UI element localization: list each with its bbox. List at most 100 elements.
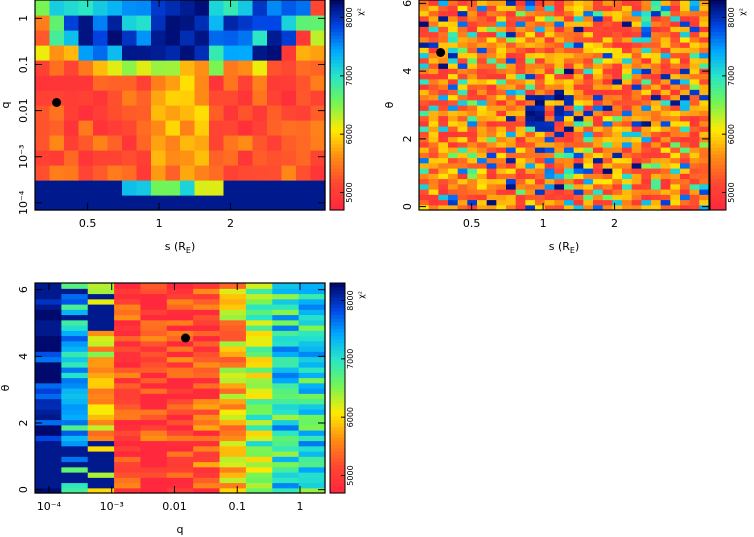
heatmap-cell [114, 435, 142, 442]
heatmap-cell [486, 105, 497, 111]
heatmap-cell [87, 482, 115, 489]
colorbar-swatch [710, 164, 726, 169]
heatmap-cell [457, 110, 468, 117]
heatmap-cell [680, 26, 691, 33]
heatmap-cell [428, 126, 439, 132]
heatmap-cell [583, 78, 594, 85]
heatmap-cell [496, 105, 507, 111]
heatmap-cell [272, 440, 300, 447]
heatmap-cell [680, 110, 691, 117]
heatmap-cell [554, 152, 565, 159]
heatmap-cell [515, 94, 526, 101]
heatmap-cell [641, 78, 652, 85]
heatmap-cell [272, 419, 300, 426]
colorbar-swatch [330, 402, 345, 407]
heatmap-cell [612, 0, 623, 6]
heatmap-cell [477, 204, 488, 211]
heatmap-cell [219, 372, 247, 379]
heatmap-cell [245, 319, 273, 326]
heatmap-cell [457, 15, 468, 22]
heatmap-cell [428, 94, 439, 101]
heatmap-cell [136, 120, 152, 136]
heatmap-cell [602, 189, 613, 195]
heatmap-cell [298, 414, 326, 421]
heatmap-cell [689, 36, 700, 43]
heatmap-cell [564, 204, 575, 211]
heatmap-cell [64, 90, 80, 106]
colorbar-swatch [330, 17, 344, 22]
heatmap-cell [660, 36, 671, 43]
heatmap-cell [506, 42, 517, 48]
heatmap-cell [238, 15, 254, 31]
heatmap-cell [166, 309, 194, 316]
heatmap-cell [544, 73, 555, 80]
heatmap-cell [602, 52, 613, 59]
heatmap-cell [419, 157, 430, 164]
heatmap-cell [298, 314, 326, 321]
heatmap-cell [252, 195, 268, 211]
heatmap-cell [428, 10, 439, 17]
heatmap-cell [245, 393, 273, 400]
heatmap-cell [428, 110, 439, 117]
heatmap-cell [180, 45, 196, 61]
heatmap-cell [544, 15, 555, 22]
heatmap-cell [209, 135, 225, 151]
colorbar-swatch [710, 91, 726, 96]
heatmap-cell [78, 15, 94, 31]
heatmap-cell [272, 382, 300, 389]
heatmap-cell [602, 89, 613, 96]
heatmap-cell [593, 183, 604, 190]
heatmap-cell [419, 110, 430, 117]
heatmap-cell [496, 15, 507, 22]
heatmap-cell [61, 361, 89, 368]
heatmap-cell [622, 105, 633, 111]
heatmap-cell [448, 178, 459, 185]
heatmap-cell [114, 372, 142, 379]
heatmap-cell [267, 45, 283, 61]
heatmap-cell [35, 135, 51, 151]
heatmap-cell [272, 393, 300, 400]
heatmap-cell [61, 346, 89, 352]
heatmap-cell [477, 42, 488, 48]
heatmap-cell [180, 150, 196, 166]
heatmap-cell [631, 183, 642, 190]
heatmap-cell [680, 57, 691, 64]
heatmap-cell [87, 461, 115, 468]
heatmap-cell [151, 15, 167, 31]
heatmap-cell [554, 47, 565, 54]
heatmap-cell [477, 36, 488, 43]
heatmap-cell [193, 382, 221, 389]
x-tick-label: 1 [156, 217, 163, 230]
heatmap-cell [699, 131, 710, 138]
heatmap-cell [193, 298, 221, 305]
heatmap-cell [660, 126, 671, 132]
heatmap-cell [680, 162, 691, 169]
heatmap-cell [622, 131, 633, 138]
heatmap-cell [593, 89, 604, 96]
heatmap-cell [35, 319, 62, 326]
heatmap-cell [670, 204, 681, 211]
heatmap-cell [622, 157, 633, 164]
heatmap-cell [298, 456, 326, 463]
heatmap-cell [107, 15, 123, 31]
heatmap-cell [166, 367, 194, 373]
heatmap-cell [64, 135, 80, 151]
colorbar-swatch [330, 426, 345, 431]
heatmap-cell [486, 42, 497, 48]
heatmap-cell [267, 195, 283, 211]
colorbar-swatch [710, 87, 726, 92]
heatmap-cell [267, 105, 283, 121]
heatmap-cell [245, 377, 273, 384]
heatmap-cell [419, 15, 430, 22]
heatmap-cell [660, 141, 671, 148]
heatmap-cell [670, 157, 681, 164]
heatmap-cell [87, 293, 115, 300]
heatmap-cell [670, 131, 681, 138]
heatmap-cell [593, 0, 604, 6]
heatmap-cell [438, 26, 449, 33]
heatmap-cell [641, 120, 652, 127]
heatmap-cell [622, 10, 633, 17]
heatmap-cell [272, 340, 300, 347]
heatmap-cell [660, 78, 671, 85]
heatmap-cell [641, 157, 652, 164]
